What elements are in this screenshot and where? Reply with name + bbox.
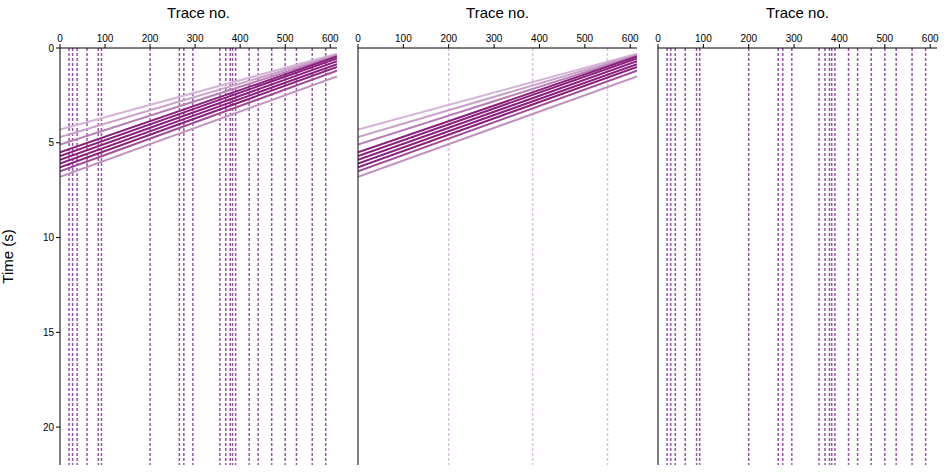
svg-text:0: 0: [57, 33, 63, 44]
svg-text:100: 100: [97, 33, 114, 44]
svg-text:20: 20: [43, 422, 55, 433]
svg-text:500: 500: [876, 33, 893, 44]
html-text:Trace no.: Trace no.: [466, 4, 529, 21]
svg-text:500: 500: [277, 33, 294, 44]
html-text:Trace no.: Trace no.: [766, 4, 829, 21]
svg-text:300: 300: [486, 33, 503, 44]
svg-text:0: 0: [48, 43, 54, 54]
svg-text:100: 100: [695, 33, 712, 44]
svg-text:300: 300: [786, 33, 803, 44]
svg-text:200: 200: [440, 33, 457, 44]
svg-text:600: 600: [622, 33, 639, 44]
svg-text:300: 300: [187, 33, 204, 44]
svg-text:100: 100: [395, 33, 412, 44]
svg-text:5: 5: [48, 137, 54, 148]
svg-text:600: 600: [322, 33, 339, 44]
svg-text:600: 600: [922, 33, 939, 44]
svg-text:400: 400: [232, 33, 249, 44]
svg-text:0: 0: [655, 33, 661, 44]
svg-text:400: 400: [831, 33, 848, 44]
svg-text:Time (s): Time (s): [0, 229, 16, 283]
svg-text:15: 15: [43, 327, 55, 338]
svg-text:400: 400: [531, 33, 548, 44]
svg-text:200: 200: [740, 33, 757, 44]
svg-text:0: 0: [355, 33, 361, 44]
html-text:Trace no.: Trace no.: [167, 4, 230, 21]
svg-text:500: 500: [576, 33, 593, 44]
svg-text:10: 10: [43, 232, 55, 243]
svg-text:200: 200: [142, 33, 159, 44]
